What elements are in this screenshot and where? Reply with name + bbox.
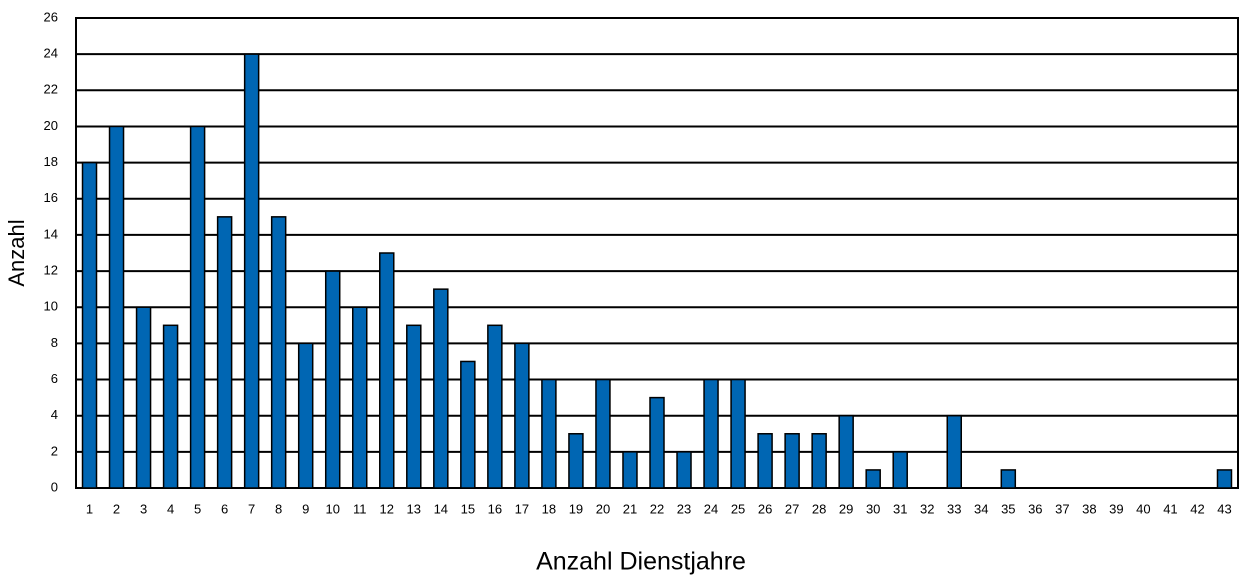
- x-tick-label: 29: [839, 501, 853, 516]
- x-tick-label: 37: [1055, 501, 1069, 516]
- bar: [838, 414, 854, 489]
- x-tick-label: 10: [325, 501, 339, 516]
- bar: [351, 306, 368, 489]
- x-tick-label: 27: [785, 501, 799, 516]
- x-tick-label: 41: [1163, 501, 1177, 516]
- y-tick-label: 24: [44, 46, 58, 61]
- y-tick-label: 10: [44, 299, 58, 314]
- bar: [541, 378, 557, 489]
- x-tick-label: 8: [275, 501, 282, 516]
- x-tick-label: 38: [1082, 501, 1096, 516]
- x-tick-label: 25: [731, 501, 745, 516]
- x-tick-label: 11: [353, 501, 367, 516]
- x-tick-label: 16: [488, 501, 502, 516]
- y-tick-label: 18: [44, 154, 58, 169]
- bar: [243, 53, 260, 489]
- bar: [108, 125, 125, 489]
- x-tick-label: 36: [1028, 501, 1042, 516]
- x-tick-label: 4: [167, 501, 174, 516]
- x-tick-label: 40: [1136, 501, 1150, 516]
- bar: [460, 360, 476, 489]
- bar: [1000, 469, 1017, 489]
- bar: [379, 252, 395, 489]
- y-tick-label: 26: [44, 9, 58, 24]
- bar: [487, 324, 503, 489]
- x-tick-label: 3: [140, 501, 147, 516]
- x-tick-label: 21: [623, 501, 637, 516]
- bar: [595, 378, 611, 489]
- x-tick-label: 23: [677, 501, 691, 516]
- x-tick-label: 31: [893, 501, 907, 516]
- bar: [865, 469, 881, 489]
- bar: [270, 216, 287, 489]
- x-tick-label: 22: [650, 501, 664, 516]
- bar: [811, 433, 827, 489]
- bar: [946, 414, 963, 489]
- bar: [784, 433, 800, 489]
- x-tick-label: 43: [1217, 501, 1231, 516]
- x-tick-label: 13: [407, 501, 421, 516]
- y-tick-label: 16: [44, 190, 58, 205]
- y-tick-label: 8: [51, 335, 58, 350]
- y-tick-label: 0: [51, 479, 58, 494]
- x-tick-label: 35: [1001, 501, 1015, 516]
- bar: [81, 161, 98, 489]
- bar: [406, 324, 422, 489]
- y-tick-label: 2: [51, 443, 58, 458]
- bar: [703, 378, 719, 489]
- x-tick-label: 33: [947, 501, 961, 516]
- y-tick-label: 4: [51, 407, 58, 422]
- bar: [730, 378, 746, 489]
- y-axis-title: Anzahl: [4, 219, 29, 286]
- bar: [216, 216, 233, 489]
- bar: [622, 451, 638, 489]
- x-tick-label: 7: [248, 501, 255, 516]
- y-tick-label: 6: [51, 371, 58, 386]
- y-tick-label: 12: [44, 263, 58, 278]
- bar: [1216, 469, 1233, 489]
- x-tick-label: 9: [302, 501, 309, 516]
- y-tick-label: 20: [44, 118, 58, 133]
- bar: [189, 125, 206, 489]
- x-tick-label: 34: [974, 501, 988, 516]
- bar: [649, 396, 665, 489]
- x-tick-label: 30: [866, 501, 880, 516]
- bar: [676, 451, 692, 489]
- x-tick-label: 2: [113, 501, 120, 516]
- x-tick-label: 24: [704, 501, 718, 516]
- bar: [162, 324, 179, 489]
- x-tick-label: 14: [434, 501, 448, 516]
- bar: [514, 342, 530, 489]
- x-tick-label: 17: [515, 501, 529, 516]
- x-tick-label: 39: [1109, 501, 1123, 516]
- x-tick-label: 5: [194, 501, 201, 516]
- x-tick-label: 28: [812, 501, 826, 516]
- bar: [757, 433, 773, 489]
- bar: [433, 288, 449, 489]
- bar: [297, 342, 314, 489]
- x-tick-label: 12: [380, 501, 394, 516]
- x-axis-title: Anzahl Dienstjahre: [536, 548, 746, 576]
- x-tick-label: 26: [758, 501, 772, 516]
- bar: [135, 306, 152, 489]
- x-tick-label: 1: [86, 501, 93, 516]
- bar: [892, 451, 908, 489]
- x-tick-label: 18: [542, 501, 556, 516]
- x-tick-label: 19: [569, 501, 583, 516]
- x-tick-label: 6: [221, 501, 228, 516]
- x-tick-label: 20: [596, 501, 610, 516]
- x-tick-label: 15: [461, 501, 475, 516]
- y-tick-label: 22: [44, 82, 58, 97]
- bar: [324, 270, 341, 489]
- x-tick-label: 42: [1190, 501, 1204, 516]
- x-tick-label: 32: [920, 501, 934, 516]
- y-tick-label: 14: [44, 226, 58, 241]
- bar: [568, 433, 584, 489]
